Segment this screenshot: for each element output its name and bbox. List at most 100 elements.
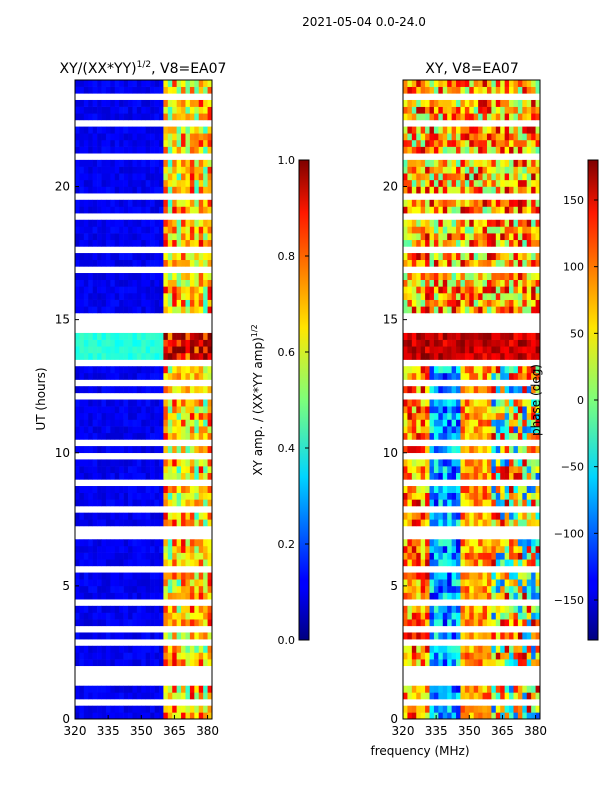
phase-cell: [495, 273, 501, 280]
phase-cell: [469, 259, 475, 267]
amplitude-cell: [145, 286, 151, 294]
phase-cell: [517, 332, 523, 340]
phase-cell: [411, 352, 417, 360]
phase-cell: [504, 406, 510, 414]
amplitude-cell: [83, 419, 89, 427]
amplitude-flag-gap: [75, 640, 212, 645]
phase-cell: [464, 619, 470, 627]
amplitude-cell: [198, 459, 204, 467]
amplitude-cell: [101, 159, 107, 167]
phase-cell: [486, 592, 492, 600]
phase-cell: [526, 632, 532, 640]
phase-cell: [460, 239, 466, 247]
phase-cell: [504, 592, 510, 600]
amplitude-cell: [128, 486, 133, 493]
phase-cell: [478, 352, 483, 360]
phase-cell: [407, 492, 413, 500]
amplitude-cell: [181, 259, 186, 267]
amplitude-cell: [189, 512, 195, 520]
amplitude-cell: [172, 632, 177, 640]
phase-cell: [442, 339, 448, 347]
amplitude-cell: [141, 139, 147, 147]
phase-cell: [425, 259, 430, 267]
amplitude-cell: [194, 712, 200, 720]
phase-cell: [513, 139, 519, 147]
amplitude-cell: [83, 412, 89, 420]
phase-cell: [425, 372, 430, 380]
phase-cell: [522, 685, 528, 693]
phase-cell: [491, 612, 497, 620]
amplitude-cell: [101, 492, 107, 500]
phase-cell: [513, 219, 519, 227]
amplitude-cell: [105, 146, 111, 154]
amplitude-cell: [185, 406, 191, 414]
amplitude-cell: [198, 186, 204, 194]
phase-cell: [491, 339, 497, 347]
amplitude-flag-gap: [75, 673, 212, 678]
amplitude-cell: [145, 226, 151, 234]
amplitude-cell: [203, 233, 208, 241]
amplitude-cell: [88, 466, 93, 474]
amplitude-cell: [101, 705, 107, 713]
amplitude-flag-gap: [75, 680, 212, 685]
amplitude-cell: [189, 126, 195, 134]
amplitude-cell: [119, 659, 124, 667]
amplitude-cell: [150, 466, 155, 474]
amplitude-cell: [198, 545, 204, 553]
phase-cell: [509, 80, 514, 87]
phase-cell: [433, 486, 439, 493]
amplitude-cell: [83, 113, 89, 121]
amplitude-cell: [141, 199, 147, 207]
amplitude-cell: [176, 286, 182, 294]
phase-cell: [420, 372, 426, 380]
amplitude-cell: [128, 712, 133, 720]
amplitude-cell: [145, 386, 151, 394]
amplitude-flag-gap: [75, 214, 212, 219]
amplitude-cell: [189, 332, 195, 340]
phase-cell: [442, 86, 448, 94]
phase-cell: [460, 199, 466, 207]
amplitude-cell: [75, 419, 80, 427]
amplitude-cell: [123, 406, 129, 414]
amplitude-cell: [185, 253, 191, 261]
phase-cell: [403, 645, 408, 653]
amplitude-cell: [158, 226, 164, 234]
amplitude-cell: [145, 253, 151, 261]
phase-cell: [420, 545, 426, 553]
amplitude-cell: [189, 632, 195, 640]
amplitude-cell: [110, 386, 116, 394]
amplitude-cell: [97, 592, 102, 600]
phase-cell: [447, 253, 452, 261]
amplitude-cell: [158, 126, 164, 134]
phase-flag-gap: [403, 480, 540, 485]
phase-cell: [411, 652, 417, 660]
amplitude-cell: [92, 519, 98, 527]
phase-cell: [469, 572, 475, 580]
phase-cell: [442, 293, 448, 300]
phase-cell: [451, 80, 457, 87]
phase-cell: [486, 113, 492, 121]
amplitude-cell: [176, 685, 182, 693]
phase-cell: [438, 519, 444, 527]
phase-cell: [438, 126, 444, 134]
phase-cell: [460, 705, 466, 713]
amplitude-cell: [194, 559, 200, 567]
phase-cell: [456, 585, 461, 593]
phase-cell: [429, 253, 435, 261]
amplitude-cell: [101, 432, 107, 440]
amplitude-cell: [110, 199, 116, 207]
phase-cell: [447, 113, 452, 121]
amplitude-cell: [105, 126, 111, 134]
amplitude-cell: [114, 466, 120, 474]
phase-cell: [495, 372, 501, 380]
amplitude-cell: [194, 386, 200, 394]
amplitude-cell: [150, 179, 155, 187]
phase-cell: [460, 645, 466, 653]
phase-cell: [473, 712, 479, 720]
amplitude-cell: [119, 279, 124, 287]
amplitude-cell: [172, 659, 177, 667]
phase-cell: [425, 659, 430, 667]
amplitude-cell: [114, 619, 120, 627]
amplitude-cell: [123, 346, 129, 354]
amplitude-cell: [88, 632, 93, 640]
